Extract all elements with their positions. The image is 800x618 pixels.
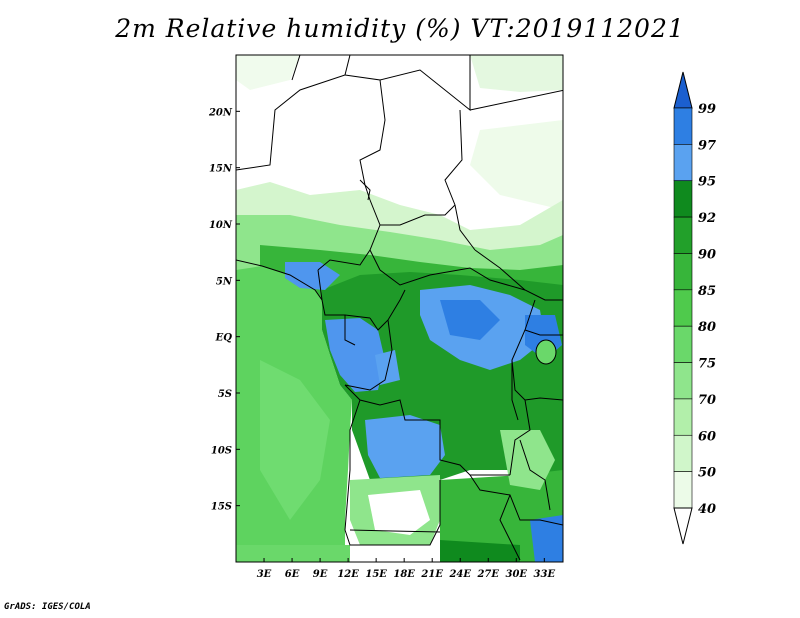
lon-tick-label: 24E: [448, 569, 471, 580]
colorbar-swatch: [673, 362, 693, 400]
southeast-blue: [530, 515, 563, 562]
lat-tick-label: 10S: [211, 445, 232, 456]
lon-tick-label: 27E: [476, 569, 499, 580]
map-frame: [235, 54, 564, 563]
humid-patch-e: [470, 120, 563, 210]
colorbar-swatch: [673, 144, 693, 182]
colorbar-swatch: [673, 398, 693, 436]
high-humidity-south: [365, 415, 445, 478]
high-humidity-cameroon: [285, 262, 340, 290]
lat-axis: 20N 15N 10N 5N EQ 5S 10S 15S: [208, 107, 240, 513]
lat-tick-label: 5N: [216, 276, 233, 287]
lake-region-light: [500, 430, 555, 490]
colorbar-bottom-arrow: [673, 507, 693, 545]
colorbar-swatch: [673, 471, 693, 509]
southeast-dark-green: [440, 540, 520, 562]
lon-tick-label: 9E: [313, 569, 328, 580]
colorbar-swatch: [673, 325, 693, 363]
lon-tick-label: 15E: [365, 569, 387, 580]
lon-tick-label: 18E: [393, 569, 415, 580]
colorbar-label: 92: [698, 211, 716, 226]
colorbar-label: 90: [698, 247, 716, 262]
country-borders: [236, 55, 563, 561]
lon-tick-label: 21E: [420, 569, 443, 580]
southern-dry-patch: [368, 490, 430, 535]
colorbar-label: 99: [698, 102, 716, 117]
lon-tick-label: 12E: [337, 569, 359, 580]
humid-patch-ne: [470, 55, 563, 92]
colorbar-swatch: [673, 253, 693, 291]
lon-tick-label: 30E: [506, 569, 528, 580]
colorbar: 99 97 95 92 90 85 80 75 70 60 50 40: [673, 71, 716, 545]
colorbar-swatch: [673, 216, 693, 254]
lat-tick-label: 15N: [209, 164, 233, 175]
lat-tick-label: 15S: [211, 502, 232, 513]
colorbar-label: 97: [698, 138, 716, 153]
lon-tick-label: 6E: [285, 569, 300, 580]
high-humidity-core: [440, 300, 500, 340]
lon-tick-label: 33E: [534, 569, 556, 580]
humidity-field: [236, 55, 563, 562]
colorbar-label: 50: [698, 466, 716, 481]
lat-tick-label: 5S: [218, 389, 232, 400]
south-atlantic-edge: [236, 545, 350, 562]
colorbar-swatch: [673, 107, 693, 145]
grads-credit: GrADS: IGES/COLA: [4, 602, 91, 612]
colorbar-top-arrow: [673, 71, 693, 109]
humid-patch-nw: [236, 55, 300, 90]
lon-tick-label: 3E: [257, 569, 272, 580]
colorbar-label: 75: [698, 357, 716, 372]
high-humidity-gabon: [325, 318, 385, 392]
colorbar-label: 70: [698, 393, 716, 408]
colorbar-label: 40: [698, 502, 716, 517]
chart-title: 2m Relative humidity (%) VT:2019112021: [115, 14, 685, 43]
colorbar-swatch: [673, 180, 693, 218]
lat-tick-label: 10N: [209, 220, 233, 231]
lat-tick-label: 20N: [208, 107, 233, 118]
colorbar-swatch: [673, 434, 693, 472]
lon-axis: 3E 6E 9E 12E 15E 18E 21E 24E 27E 30E 33E: [257, 558, 556, 580]
colorbar-label: 60: [698, 429, 716, 444]
ocean-lighter: [260, 360, 330, 520]
colorbar-label: 85: [698, 284, 716, 299]
lat-tick-label: EQ: [215, 333, 233, 344]
colorbar-label: 80: [698, 320, 716, 335]
lake-victoria: [535, 339, 557, 365]
colorbar-swatch: [673, 289, 693, 327]
colorbar-label: 95: [698, 175, 716, 190]
